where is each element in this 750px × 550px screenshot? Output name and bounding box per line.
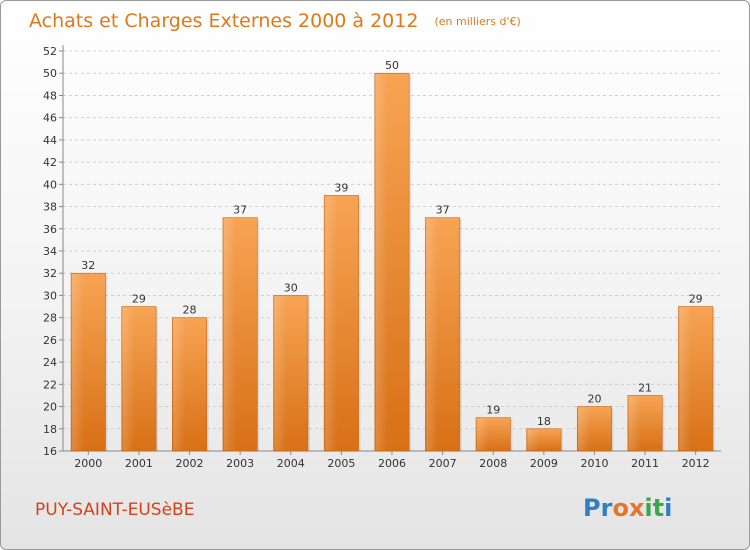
data-labels: 32 29 28 37 30 39 50 37 19 18 20 21 29 — [81, 59, 702, 428]
bar-highlight — [426, 218, 439, 450]
y-tick-label: 24 — [43, 356, 57, 369]
bar-highlight — [527, 429, 540, 450]
y-tick-label: 18 — [43, 423, 57, 436]
x-tick-label-2008: 2008 — [479, 457, 507, 470]
bar-highlight — [477, 418, 490, 450]
logo-letter: o — [612, 494, 629, 522]
data-label-2012: 29 — [689, 293, 703, 306]
bar-highlight — [173, 318, 186, 450]
x-axis-ticks: 2000 2001 2002 2003 2004 2005 2006 2007 2008 2009… — [74, 451, 710, 470]
chart-subtitle: (en milliers d'€) — [435, 15, 521, 28]
bar-highlight — [578, 407, 591, 450]
logo-letter: i — [644, 494, 652, 522]
bar-highlight — [122, 307, 135, 450]
x-tick-label-2001: 2001 — [125, 457, 153, 470]
x-tick-label-2011: 2011 — [631, 457, 659, 470]
bars — [70, 72, 715, 452]
bar-highlight — [375, 74, 388, 450]
y-tick-label: 40 — [43, 178, 57, 191]
x-tick-label-2009: 2009 — [530, 457, 558, 470]
x-tick-label-2007: 2007 — [429, 457, 457, 470]
logo-letter: P — [583, 494, 601, 522]
y-tick-label: 36 — [43, 223, 57, 236]
data-label-2001: 29 — [132, 293, 146, 306]
y-tick-label: 32 — [43, 267, 57, 280]
y-tick-label: 26 — [43, 334, 57, 347]
proxiti-logo: Proxiti — [583, 494, 672, 522]
data-label-2011: 21 — [638, 381, 652, 394]
y-tick-label: 44 — [43, 134, 57, 147]
chart-title-main: Achats et Charges Externes 2000 à 2012 — [29, 10, 418, 32]
bar-highlight — [679, 307, 692, 450]
y-axis-ticks: 16 18 20 22 24 26 28 30 32 34 36 38 40 42 44 46 48 50 52 — [43, 45, 63, 458]
bar-highlight — [223, 218, 236, 450]
data-label-2000: 32 — [81, 259, 95, 272]
data-label-2009: 18 — [537, 415, 551, 428]
y-tick-label: 28 — [43, 312, 57, 325]
x-tick-label-2000: 2000 — [74, 457, 102, 470]
x-tick-label-2003: 2003 — [226, 457, 254, 470]
data-label-2008: 19 — [486, 404, 500, 417]
y-tick-label: 52 — [43, 45, 57, 58]
commune-name: PUY-SAINT-EUSèBE — [35, 500, 194, 520]
bar-highlight — [72, 274, 85, 450]
logo-letter: r — [601, 494, 613, 522]
y-tick-label: 20 — [43, 401, 57, 414]
y-tick-label: 34 — [43, 245, 57, 258]
bar-highlight — [274, 296, 287, 450]
bar-highlight — [325, 196, 338, 450]
y-tick-label: 38 — [43, 201, 57, 214]
data-label-2006: 50 — [385, 59, 399, 72]
y-tick-label: 46 — [43, 112, 57, 125]
y-tick-label: 30 — [43, 289, 57, 302]
data-label-2002: 28 — [183, 304, 197, 317]
bar-highlight — [628, 396, 641, 450]
y-tick-label: 42 — [43, 156, 57, 169]
x-tick-label-2010: 2010 — [580, 457, 608, 470]
logo-letter: x — [629, 494, 645, 522]
data-label-2010: 20 — [587, 393, 601, 406]
x-tick-label-2005: 2005 — [327, 457, 355, 470]
data-label-2005: 39 — [334, 181, 348, 194]
x-tick-label-2006: 2006 — [378, 457, 406, 470]
y-tick-label: 16 — [43, 445, 57, 458]
x-tick-label-2004: 2004 — [277, 457, 305, 470]
chart-title: Achats et Charges Externes 2000 à 2012 (… — [29, 10, 521, 32]
data-label-2007: 37 — [436, 204, 450, 217]
logo-letter: i — [664, 494, 672, 522]
y-tick-label: 50 — [43, 67, 57, 80]
data-label-2004: 30 — [284, 281, 298, 294]
y-tick-label: 48 — [43, 89, 57, 102]
x-tick-label-2012: 2012 — [682, 457, 710, 470]
y-tick-label: 22 — [43, 378, 57, 391]
logo-letter: t — [653, 494, 664, 522]
x-tick-label-2002: 2002 — [176, 457, 204, 470]
data-label-2003: 37 — [233, 204, 247, 217]
